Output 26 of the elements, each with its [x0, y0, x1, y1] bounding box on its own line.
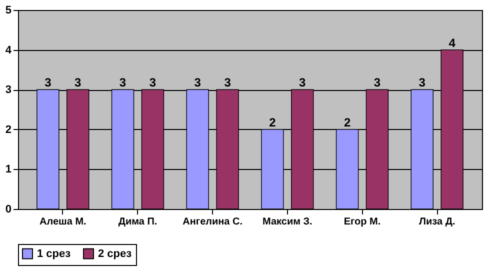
y-tick-label: 4 — [5, 44, 12, 56]
data-label: 3 — [224, 76, 232, 90]
x-tick-label: Лиза Д. — [418, 216, 456, 228]
data-label: 3 — [374, 76, 381, 90]
x-tick-label: Дима П. — [118, 216, 158, 228]
data-label: 4 — [448, 36, 456, 50]
y-tick-label: 1 — [5, 164, 12, 176]
data-label: 2 — [344, 115, 351, 130]
legend-label: 2 срез — [98, 248, 132, 260]
y-tick-label: 0 — [5, 204, 12, 216]
legend-label: 1 срез — [37, 248, 72, 260]
data-label: 3 — [149, 76, 156, 90]
data-label: 3 — [194, 76, 202, 90]
x-tick-label: Егор М. — [344, 216, 381, 228]
data-label: 3 — [299, 76, 306, 90]
data-label: 3 — [74, 76, 82, 90]
data-label: 3 — [119, 76, 126, 90]
data-label: 3 — [44, 76, 52, 90]
data-label: 3 — [418, 76, 426, 90]
x-tick-label: Алеша М. — [40, 216, 87, 228]
data-label: 2 — [269, 115, 276, 130]
x-tick-label: Максим З. — [262, 216, 313, 228]
x-tick-label: Ангелина С. — [182, 216, 243, 228]
y-tick-label: 5 — [5, 4, 12, 16]
y-tick-label: 3 — [5, 84, 12, 96]
y-tick-label: 2 — [5, 124, 12, 136]
